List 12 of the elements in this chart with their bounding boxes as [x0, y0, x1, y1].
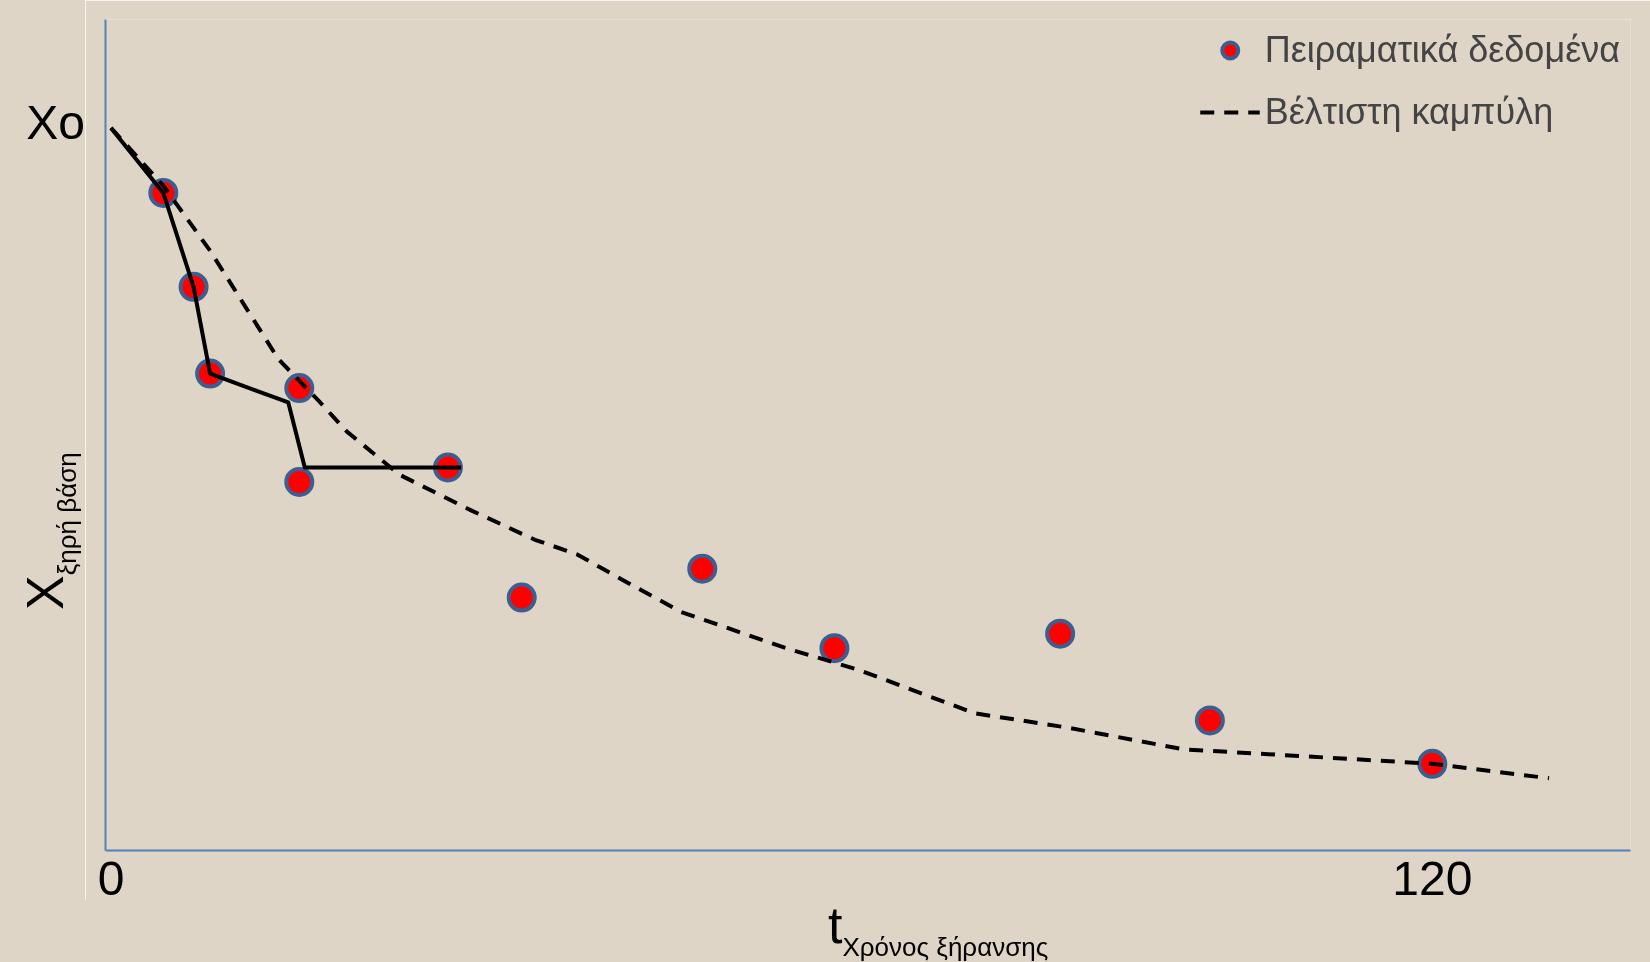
point	[1194, 705, 1225, 736]
point	[1045, 618, 1076, 649]
legend-label: Βέλτιστη καμπύλη	[1264, 91, 1554, 133]
x-tick-label: 120	[1392, 851, 1473, 905]
x-tick-label: 0	[97, 851, 125, 905]
x-axis-title: t$_{Χρόνος ξήρανσης}$	[828, 896, 1049, 962]
point	[506, 582, 537, 613]
annotation: Xo	[26, 95, 85, 151]
legend-label: Πειραματικά δεδομένα	[1264, 29, 1620, 71]
point	[687, 553, 718, 584]
point	[819, 633, 850, 664]
point	[284, 467, 315, 497]
